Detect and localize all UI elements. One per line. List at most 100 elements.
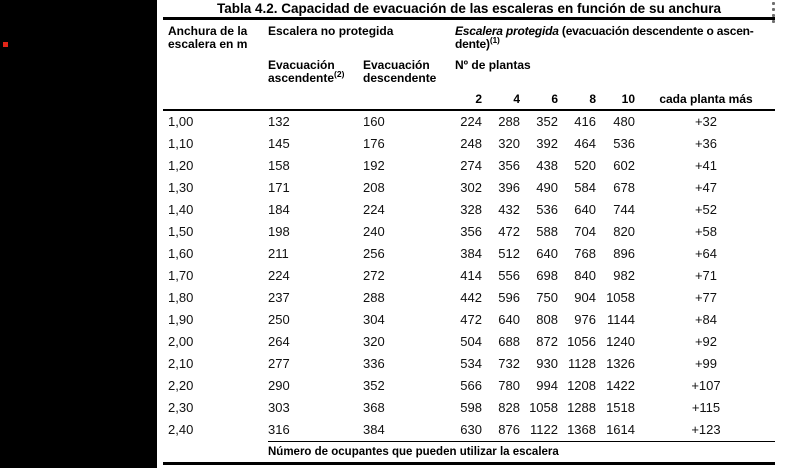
cell-floors-6: 1058 bbox=[529, 399, 558, 415]
cell-floors-4: 472 bbox=[498, 223, 520, 239]
table-row: 2,20 290 352 566 780 994 1208 1422 +107 bbox=[163, 375, 775, 397]
cell-floors-6: 392 bbox=[536, 135, 558, 151]
cell-floors-4: 396 bbox=[498, 179, 520, 195]
cell-width: 1,70 bbox=[168, 267, 194, 283]
ascending-label: Evacuación ascendente bbox=[268, 57, 335, 85]
protected-label-rest: (evacuación descendente o ascen- bbox=[558, 24, 754, 38]
cell-floors-10: 1144 bbox=[607, 311, 635, 327]
cell-descending: 304 bbox=[363, 311, 385, 327]
dot bbox=[772, 8, 775, 11]
table-row: 2,10 277 336 534 732 930 1128 1326 +99 bbox=[163, 353, 775, 375]
cell-ascending: 250 bbox=[268, 311, 290, 327]
cell-descending: 320 bbox=[363, 333, 385, 349]
cell-width: 1,90 bbox=[168, 311, 194, 327]
cell-width: 1,00 bbox=[168, 113, 194, 129]
cell-floors-6: 640 bbox=[536, 245, 558, 261]
empty-cell bbox=[163, 57, 268, 90]
table-footer-note: Número de ocupantes que pueden utilizar … bbox=[268, 440, 775, 463]
cell-floors-2: 302 bbox=[460, 179, 482, 195]
cell-each-extra-floor: +92 bbox=[694, 333, 718, 349]
cell-floors-6: 808 bbox=[536, 311, 558, 327]
table-row: 1,60 211 256 384 512 640 768 896 +64 bbox=[163, 243, 775, 265]
empty-cell bbox=[163, 441, 268, 463]
cell-floors-2: 566 bbox=[460, 377, 482, 393]
evacuation-capacity-table: Anchura de la escalera en m Escalera no … bbox=[163, 17, 775, 465]
header-group-unprotected: Escalera no protegida bbox=[268, 24, 394, 38]
cell-each-extra-floor: +115 bbox=[691, 399, 721, 415]
header-row-subcolumns: Evacuación ascendente(2) Evacuación desc… bbox=[163, 57, 775, 90]
cell-floors-6: 588 bbox=[536, 223, 558, 239]
cell-descending: 208 bbox=[363, 179, 385, 195]
table-row: 1,20 158 192 274 356 438 520 602 +41 bbox=[163, 155, 775, 177]
vertical-dots-icon[interactable] bbox=[772, 2, 775, 23]
cell-floors-8: 840 bbox=[574, 267, 596, 283]
cell-floors-2: 356 bbox=[460, 223, 482, 239]
header-row-floor-counts: 2 4 6 8 10 cada planta más bbox=[163, 89, 775, 111]
cell-each-extra-floor: +99 bbox=[694, 355, 718, 371]
cell-descending: 160 bbox=[363, 113, 385, 129]
cell-floors-4: 876 bbox=[498, 421, 520, 437]
cell-ascending: 237 bbox=[268, 289, 290, 305]
cell-floors-2: 274 bbox=[460, 157, 482, 173]
cell-ascending: 132 bbox=[268, 113, 290, 129]
header-floors-8: 8 bbox=[560, 89, 598, 111]
cell-floors-8: 704 bbox=[574, 223, 596, 239]
document-page: Tabla 4.2. Capacidad de evacuación de la… bbox=[157, 0, 787, 468]
cell-floors-10: 602 bbox=[613, 157, 635, 173]
table-row: 1,70 224 272 414 556 698 840 982 +71 bbox=[163, 265, 775, 287]
cell-floors-10: 896 bbox=[613, 245, 635, 261]
cell-floors-10: 1422 bbox=[606, 377, 635, 393]
table-row: 2,40 316 384 630 876 1122 1368 1614 +123 bbox=[163, 419, 775, 442]
cell-floors-10: 536 bbox=[613, 135, 635, 151]
header-row-groups: Anchura de la escalera en m Escalera no … bbox=[163, 19, 775, 57]
empty-cell bbox=[163, 89, 268, 111]
cell-floors-4: 288 bbox=[498, 113, 520, 129]
red-marker-icon bbox=[3, 42, 8, 47]
cell-floors-10: 1326 bbox=[606, 355, 635, 371]
cell-ascending: 290 bbox=[268, 377, 290, 393]
cell-floors-6: 698 bbox=[536, 267, 558, 283]
cell-floors-10: 1614 bbox=[606, 421, 635, 437]
empty-cell bbox=[363, 89, 455, 111]
cell-descending: 256 bbox=[363, 245, 385, 261]
cell-floors-4: 512 bbox=[498, 245, 520, 261]
cell-floors-2: 384 bbox=[460, 245, 482, 261]
table-row: 1,50 198 240 356 472 588 704 820 +58 bbox=[163, 221, 775, 243]
table-row: 1,80 237 288 442 596 750 904 1058 +77 bbox=[163, 287, 775, 309]
cell-floors-6: 438 bbox=[536, 157, 558, 173]
cell-ascending: 303 bbox=[268, 399, 290, 415]
cell-floors-6: 536 bbox=[536, 201, 558, 217]
table-row: 2,00 264 320 504 688 872 1056 1240 +92 bbox=[163, 331, 775, 353]
cell-floors-10: 820 bbox=[613, 223, 635, 239]
table-row: 2,30 303 368 598 828 1058 1288 1518 +115 bbox=[163, 397, 775, 419]
cell-ascending: 277 bbox=[268, 355, 290, 371]
header-width-col: Anchura de la escalera en m bbox=[168, 24, 248, 51]
cell-floors-2: 414 bbox=[460, 267, 482, 283]
cell-floors-6: 750 bbox=[536, 289, 558, 305]
cell-floors-8: 768 bbox=[574, 245, 596, 261]
table-row: 1,40 184 224 328 432 536 640 744 +52 bbox=[163, 199, 775, 221]
cell-ascending: 224 bbox=[268, 267, 290, 283]
dot bbox=[772, 20, 775, 23]
cell-floors-4: 688 bbox=[498, 333, 520, 349]
left-black-panel bbox=[0, 0, 157, 468]
table-footer-row: Número de ocupantes que pueden utilizar … bbox=[163, 440, 775, 463]
cell-floors-8: 640 bbox=[574, 201, 596, 217]
header-ascending: Evacuación ascendente(2) bbox=[268, 57, 363, 90]
cell-floors-6: 352 bbox=[536, 113, 558, 129]
cell-floors-2: 630 bbox=[460, 421, 482, 437]
header-floors-label: Nº de plantas bbox=[455, 57, 531, 72]
cell-floors-4: 356 bbox=[498, 157, 520, 173]
footnote-ref-1: (1) bbox=[489, 35, 500, 45]
cell-floors-8: 976 bbox=[574, 311, 596, 327]
cell-width: 1,10 bbox=[168, 135, 194, 151]
cell-floors-8: 1056 bbox=[567, 333, 596, 349]
cell-floors-6: 1122 bbox=[530, 421, 558, 437]
cell-floors-10: 1518 bbox=[606, 399, 635, 415]
cell-each-extra-floor: +71 bbox=[694, 267, 718, 283]
header-each-extra-floor: cada planta más bbox=[637, 89, 775, 111]
cell-floors-6: 930 bbox=[536, 355, 558, 371]
header-floors-2: 2 bbox=[455, 89, 484, 111]
cell-each-extra-floor: +36 bbox=[694, 135, 718, 151]
